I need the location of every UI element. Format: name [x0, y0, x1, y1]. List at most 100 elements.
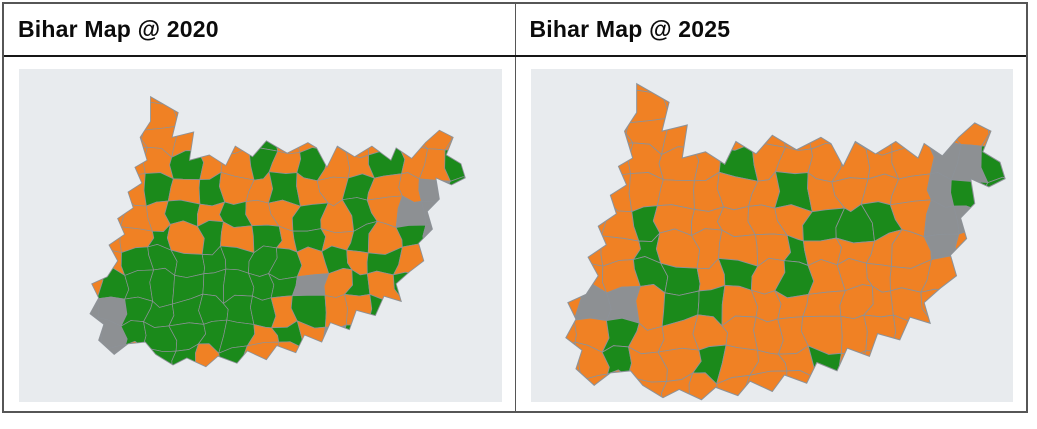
map-region [894, 378, 927, 400]
map-region [447, 217, 466, 254]
map-region [46, 174, 72, 200]
map-region [565, 196, 577, 240]
map-region [54, 147, 71, 178]
map-region [531, 344, 552, 384]
bihar-map-2025 [531, 69, 1006, 402]
map-region [531, 202, 544, 239]
map-region [92, 98, 127, 131]
map-region [447, 244, 466, 281]
constituency-regions-2020 [41, 96, 466, 367]
map-canvas-2020 [19, 69, 502, 402]
map-region [421, 200, 454, 226]
map-region [399, 297, 430, 326]
map-region [600, 83, 633, 124]
map-region [565, 89, 582, 123]
map-region [565, 83, 582, 99]
map-region [142, 346, 177, 367]
map-region [368, 321, 403, 353]
map-region [980, 144, 1005, 184]
map-region [565, 341, 582, 386]
map-region [49, 295, 69, 324]
map-region [663, 83, 700, 88]
map-region [948, 95, 988, 127]
map-region [199, 99, 225, 126]
map-region [531, 89, 552, 127]
map-region [94, 175, 129, 201]
map-region [43, 224, 73, 254]
map-region [143, 96, 179, 105]
map-region [928, 83, 958, 99]
map-region [41, 198, 71, 229]
map-region [297, 98, 326, 133]
map-region [927, 93, 958, 127]
map-region [319, 98, 350, 134]
map-region [442, 195, 466, 224]
map-region [782, 83, 810, 97]
map-region [345, 96, 375, 109]
map-region [445, 275, 466, 300]
map-region [400, 96, 425, 110]
map-region [570, 175, 611, 205]
map-region [919, 375, 962, 400]
state-outline-2025 [564, 82, 1006, 401]
map-region [275, 96, 299, 108]
map-region [368, 104, 406, 133]
map-region [43, 277, 74, 304]
map-region [691, 114, 724, 151]
map-region [92, 123, 121, 157]
map-region [977, 316, 1005, 355]
map-region [247, 96, 280, 105]
map-region [891, 83, 935, 98]
map-region [292, 273, 330, 297]
map-region [693, 86, 723, 118]
map-region [322, 96, 351, 106]
map-region [416, 106, 451, 134]
map-region [861, 378, 901, 400]
map-region [319, 129, 348, 153]
map-region [954, 229, 991, 267]
map-region [273, 123, 302, 155]
map-region [119, 96, 148, 131]
map-region [606, 369, 629, 400]
map-region [399, 104, 425, 134]
map-region [423, 274, 453, 298]
map-region [118, 96, 151, 102]
map-region [173, 96, 205, 100]
map-region [420, 96, 450, 114]
map-region [599, 83, 636, 90]
map-region [977, 343, 1005, 384]
table-header-row: Bihar Map @ 2020 Bihar Map @ 2025 [4, 4, 1026, 57]
map-region [246, 126, 279, 152]
map-region [565, 256, 582, 295]
map-region [955, 316, 990, 350]
bihar-map-2020 [41, 95, 466, 368]
map-region [693, 83, 723, 94]
map-region [565, 120, 574, 154]
map-region [627, 83, 670, 93]
map-region [983, 257, 1005, 300]
map-region [89, 224, 101, 255]
map-region [748, 118, 786, 148]
map-region [808, 86, 841, 126]
map-region [717, 83, 752, 93]
map-region [531, 232, 546, 267]
map-region [92, 96, 127, 110]
map-region [531, 69, 552, 93]
map-region [444, 148, 466, 182]
map-region [441, 295, 466, 329]
map-region [570, 235, 603, 268]
map-region [296, 96, 329, 108]
map-region [531, 377, 552, 402]
map-region [531, 143, 543, 180]
map-region [742, 370, 787, 400]
map-region [423, 295, 453, 324]
map-region [812, 376, 844, 400]
map-region [531, 316, 541, 350]
map-region [220, 96, 250, 104]
map-region [94, 249, 126, 276]
map-region [568, 85, 608, 123]
table-body-row [4, 57, 1026, 411]
map-region [368, 96, 406, 109]
map-region [925, 344, 957, 383]
map-region [89, 349, 104, 367]
